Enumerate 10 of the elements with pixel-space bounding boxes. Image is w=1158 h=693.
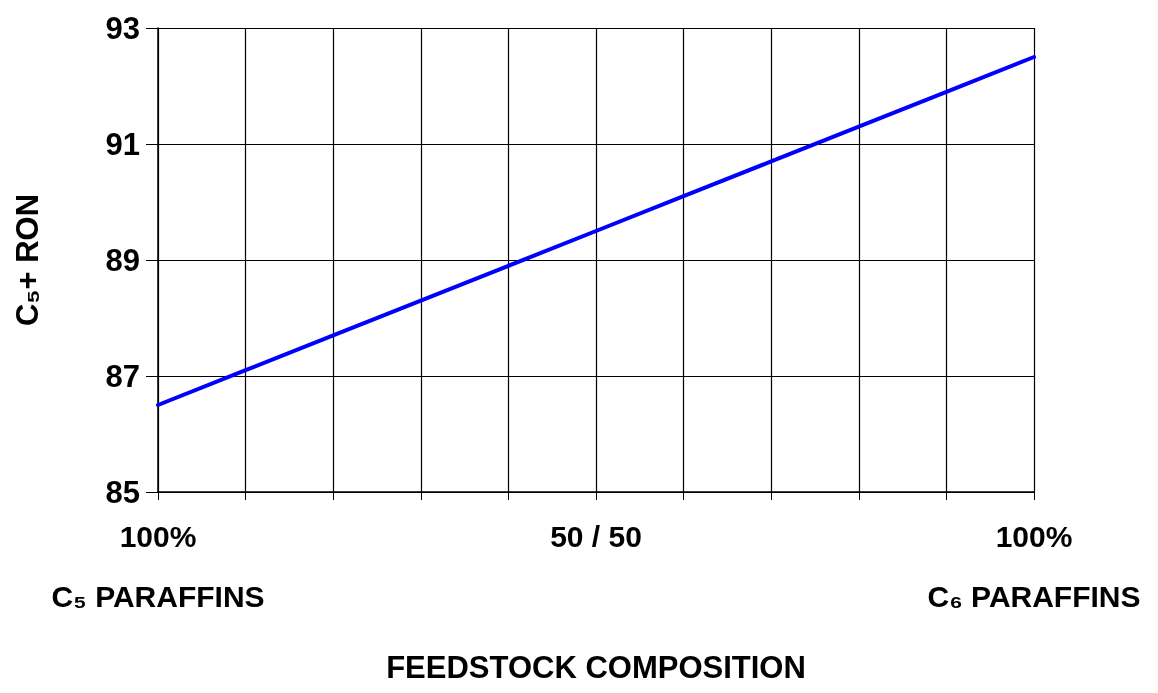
x-axis-title: FEEDSTOCK COMPOSITION xyxy=(386,650,806,685)
x-tick-label: 100% C₆ PARAFFINS xyxy=(927,519,1141,613)
x-tick-label: 50 / 50 xyxy=(550,519,642,553)
y-tick-label: 87 xyxy=(105,358,140,394)
y-axis-title: C₅+ RON xyxy=(10,193,45,327)
x-tick-label: 100% C₅ PARAFFINS xyxy=(51,519,265,613)
y-tick-label: 89 xyxy=(105,242,140,278)
y-tick-label: 91 xyxy=(105,126,140,162)
y-tick-label: 93 xyxy=(105,10,140,46)
y-tick-label: 85 xyxy=(105,474,140,510)
